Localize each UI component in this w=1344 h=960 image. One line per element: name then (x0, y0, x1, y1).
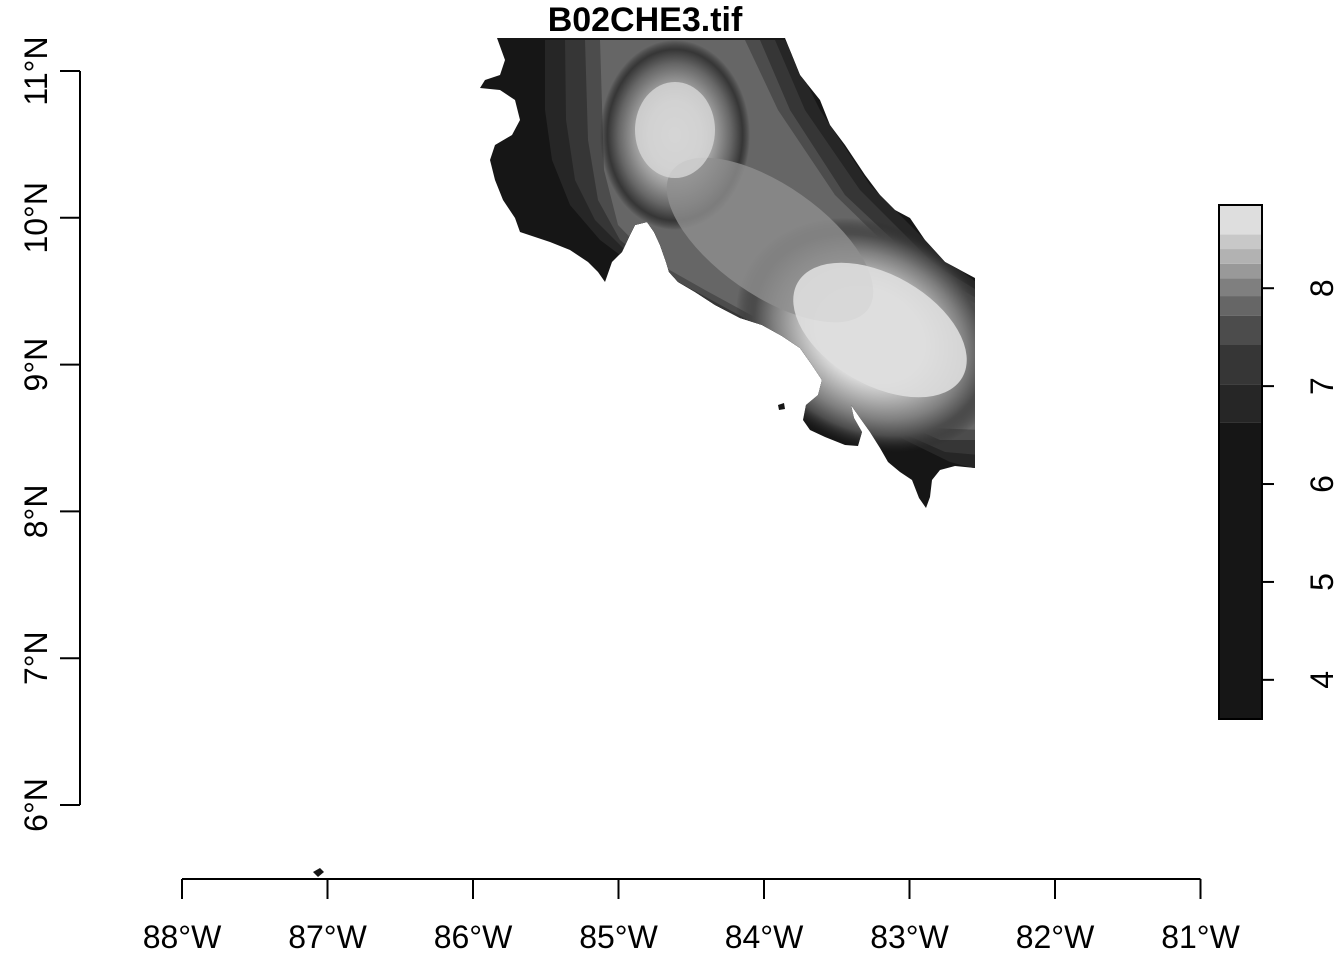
x-tick-label: 86°W (434, 919, 513, 955)
x-tick-label: 87°W (288, 919, 367, 955)
y-tick-label: 10°N (18, 182, 54, 254)
x-tick-label: 84°W (725, 919, 804, 955)
x-tick-label: 85°W (579, 919, 658, 955)
y-tick-label: 9°N (18, 338, 54, 392)
legend-tick-label: 4 (1304, 671, 1340, 689)
legend-band (1219, 296, 1262, 316)
raster-layer (480, 38, 975, 508)
legend-band (1219, 422, 1262, 719)
island-mark (778, 403, 785, 410)
y-tick-label: 7°N (18, 631, 54, 685)
x-tick-label: 88°W (143, 919, 222, 955)
legend-band (1219, 345, 1262, 385)
y-tick-label: 11°N (18, 36, 54, 105)
legend-band (1219, 234, 1262, 250)
legend-tick-label: 5 (1304, 573, 1340, 591)
legend-band (1219, 205, 1262, 235)
x-axis: 88°W 87°W 86°W 85°W 84°W 83°W 82°W 81°W (143, 878, 1241, 955)
legend-frame (1218, 204, 1263, 720)
legend-band (1219, 263, 1262, 279)
island-mark-cocos (313, 868, 324, 877)
y-tick-label: 6°N (18, 778, 54, 832)
legend-tick-label: 8 (1304, 279, 1340, 297)
y-tick-label: 8°N (18, 485, 54, 539)
map-title: B02CHE3.tif (548, 1, 743, 39)
legend-tick-label: 7 (1304, 377, 1340, 395)
x-tick-label: 83°W (870, 919, 949, 955)
legend-tick-label: 6 (1304, 475, 1340, 493)
legend-band (1219, 249, 1262, 264)
legend-band (1219, 315, 1262, 346)
legend-colorbar: 4 5 6 7 8 (1218, 204, 1340, 720)
y-axis: 6°N 7°N 8°N 9°N 10°N 11°N (18, 36, 81, 832)
x-tick-label: 82°W (1016, 919, 1095, 955)
x-tick-label: 81°W (1161, 919, 1240, 955)
legend-band (1219, 384, 1262, 423)
legend-band (1219, 278, 1262, 297)
